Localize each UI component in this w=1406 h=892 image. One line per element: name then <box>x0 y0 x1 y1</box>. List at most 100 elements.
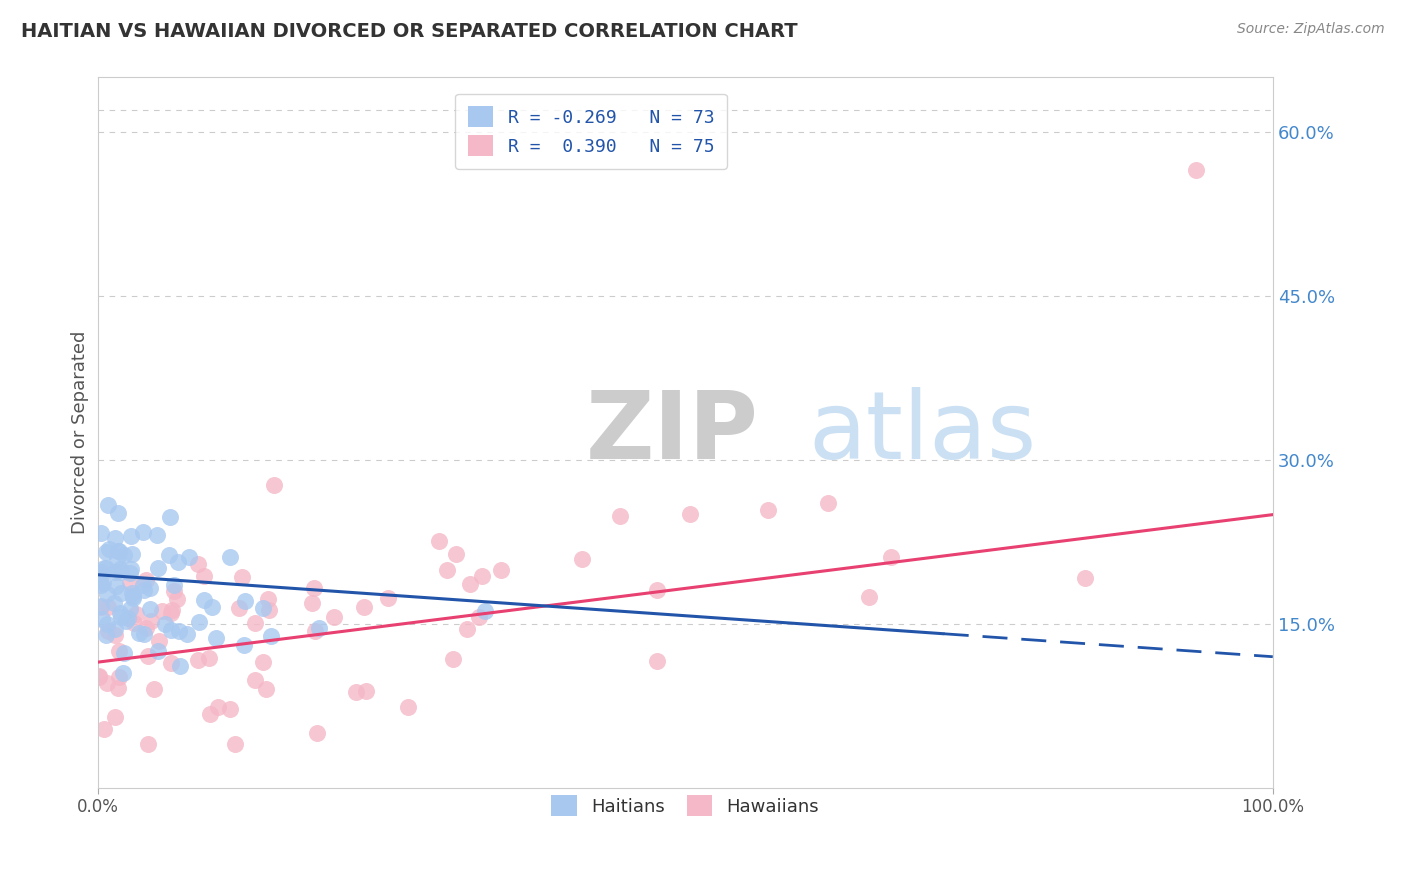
Point <box>471 568 494 582</box>
Point <box>163 578 186 592</box>
Point <box>160 624 183 638</box>
Point <box>353 600 375 615</box>
Point <box>645 583 668 598</box>
Point <box>396 700 419 714</box>
Point <box>121 548 143 562</box>
Point <box>112 665 135 680</box>
Point <box>104 622 127 636</box>
Point <box>169 659 191 673</box>
Point <box>136 649 159 664</box>
Point <box>107 506 129 520</box>
Point <box>207 700 229 714</box>
Point <box>136 737 159 751</box>
Point <box>90 599 112 614</box>
Legend: Haitians, Hawaiians: Haitians, Hawaiians <box>543 786 828 825</box>
Point <box>132 525 155 540</box>
Point <box>87 669 110 683</box>
Point <box>90 526 112 541</box>
Point <box>139 582 162 596</box>
Point <box>118 566 141 581</box>
Point <box>252 600 274 615</box>
Point <box>193 569 215 583</box>
Point <box>103 596 125 610</box>
Point <box>132 577 155 591</box>
Point <box>89 574 111 588</box>
Point <box>858 591 880 605</box>
Point <box>1074 571 1097 585</box>
Point <box>304 624 326 639</box>
Text: HAITIAN VS HAWAIIAN DIVORCED OR SEPARATED CORRELATION CHART: HAITIAN VS HAWAIIAN DIVORCED OR SEPARATE… <box>21 22 797 41</box>
Point <box>122 589 145 603</box>
Point <box>110 566 132 580</box>
Point <box>96 617 118 632</box>
Point <box>232 638 254 652</box>
Point <box>609 509 631 524</box>
Point <box>169 624 191 638</box>
Point <box>302 582 325 596</box>
Y-axis label: Divorced or Separated: Divorced or Separated <box>72 331 89 534</box>
Point <box>162 603 184 617</box>
Point <box>198 707 221 722</box>
Point <box>120 562 142 576</box>
Point <box>118 602 141 616</box>
Point <box>108 562 131 576</box>
Point <box>107 544 129 558</box>
Point <box>166 592 188 607</box>
Point <box>257 602 280 616</box>
Point <box>344 685 367 699</box>
Point <box>254 681 277 696</box>
Point <box>139 602 162 616</box>
Point <box>176 627 198 641</box>
Point <box>143 681 166 696</box>
Point <box>90 599 112 613</box>
Point <box>97 498 120 512</box>
Point <box>305 726 328 740</box>
Point <box>152 604 174 618</box>
Point <box>114 646 136 660</box>
Point <box>188 615 211 629</box>
Point <box>322 610 344 624</box>
Point <box>120 575 142 590</box>
Point <box>97 541 120 556</box>
Point <box>104 531 127 545</box>
Point <box>467 610 489 624</box>
Text: atlas: atlas <box>808 386 1036 479</box>
Point <box>132 627 155 641</box>
Point <box>115 615 138 629</box>
Point <box>159 549 181 563</box>
Point <box>263 478 285 492</box>
Point <box>139 615 162 629</box>
Point <box>91 576 114 591</box>
Point <box>112 548 135 562</box>
Point <box>252 655 274 669</box>
Point <box>108 670 131 684</box>
Point <box>96 675 118 690</box>
Point <box>193 593 215 607</box>
Point <box>233 593 256 607</box>
Point <box>256 591 278 606</box>
Point <box>105 579 128 593</box>
Point <box>135 621 157 635</box>
Point <box>132 582 155 597</box>
Point <box>148 561 170 575</box>
Point <box>117 611 139 625</box>
Point <box>187 558 209 572</box>
Point <box>756 503 779 517</box>
Text: ZIP: ZIP <box>585 386 758 479</box>
Point <box>177 549 200 564</box>
Point <box>90 577 112 591</box>
Point <box>94 545 117 559</box>
Point <box>108 606 131 620</box>
Point <box>90 565 112 579</box>
Point <box>107 644 129 658</box>
Point <box>90 611 112 625</box>
Point <box>243 615 266 630</box>
Point <box>104 565 127 579</box>
Point <box>163 583 186 598</box>
Point <box>489 564 512 578</box>
Point <box>167 555 190 569</box>
Point <box>301 596 323 610</box>
Point <box>571 552 593 566</box>
Point <box>159 509 181 524</box>
Text: Source: ZipAtlas.com: Source: ZipAtlas.com <box>1237 22 1385 37</box>
